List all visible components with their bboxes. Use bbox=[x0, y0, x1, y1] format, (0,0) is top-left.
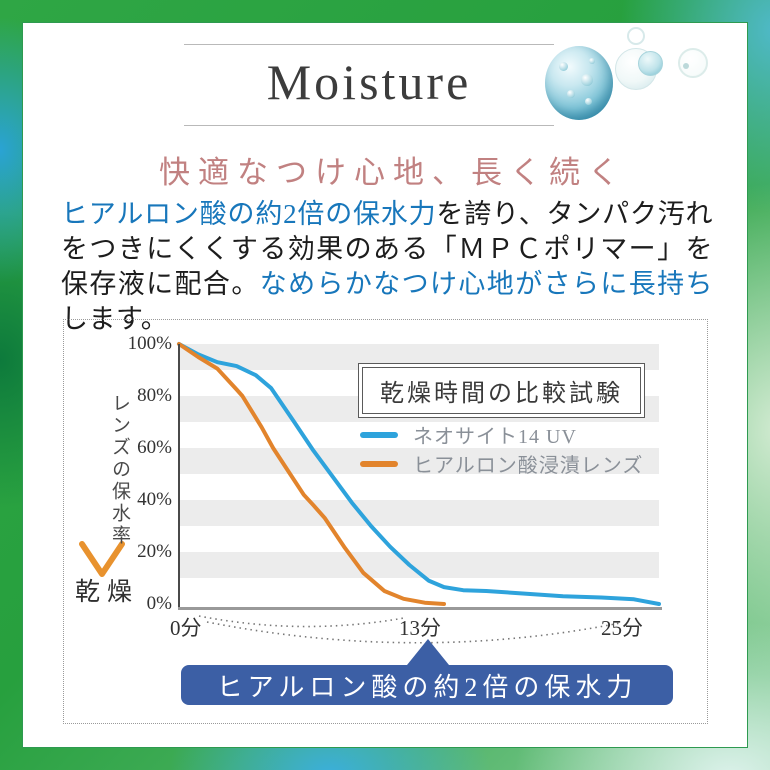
page-subtitle: 快適なつけ心地、長く続く bbox=[159, 155, 627, 190]
y-tick-80: 80% bbox=[137, 385, 172, 406]
y-tick-100: 100% bbox=[127, 333, 172, 354]
y-tick-20: 20% bbox=[137, 541, 172, 562]
water-bubble-small-icon bbox=[638, 51, 663, 76]
header-rule-bottom bbox=[184, 125, 554, 126]
chart-lines-svg bbox=[177, 342, 661, 606]
water-bubble-large-icon bbox=[545, 46, 613, 120]
chart-legend: ネオサイト14 UV ヒアルロン酸浸漬レンズ bbox=[360, 420, 643, 478]
chart-title: 乾燥時間の比較試験 bbox=[362, 367, 641, 414]
chart-title-box: 乾燥時間の比較試験 bbox=[358, 363, 645, 418]
legend-item-orange: ヒアルロン酸浸漬レンズ bbox=[360, 449, 643, 478]
paragraph-highlight: ヒアルロン酸の約2倍の保水力 bbox=[61, 199, 437, 229]
y-tick-0: 0% bbox=[146, 593, 172, 614]
bubble-speck-icon bbox=[589, 58, 595, 64]
legend-item-blue: ネオサイト14 UV bbox=[360, 420, 643, 449]
legend-label: ヒアルロン酸浸漬レンズ bbox=[413, 455, 644, 477]
bubble-speck-icon bbox=[559, 62, 568, 71]
bubble-speck-icon bbox=[585, 98, 592, 105]
paragraph-text: を誇り、タンパク汚れをつきにくくする効果のある「ＭＰＣポリマー」を保存液に配合。 bbox=[61, 199, 714, 299]
description-paragraph: ヒアルロン酸の約2倍の保水力を誇り、タンパク汚れをつきにくくする効果のある「ＭＰ… bbox=[61, 197, 713, 337]
y-tick-60: 60% bbox=[137, 437, 172, 458]
moisture-gradient-arrow-icon bbox=[79, 344, 125, 577]
water-bubble-ring-icon bbox=[678, 48, 708, 78]
x-tick-0min: 0分 bbox=[170, 616, 202, 640]
page-title: Moisture bbox=[266, 54, 472, 110]
legend-line-orange-icon bbox=[360, 460, 398, 467]
chart-panel: レンズの保水率 乾燥 100% 80% 60% 40% 20% 0% 0分 13… bbox=[63, 319, 708, 724]
bubble-speck-icon bbox=[567, 90, 575, 98]
banner-pointer-icon bbox=[407, 639, 449, 665]
content-card: Moisture 快適なつけ心地、長く続く ヒアルロン酸の約2倍の保水力を誇り、… bbox=[22, 22, 748, 748]
y-axis-title: レンズの保水率 bbox=[109, 393, 130, 547]
y-tick-40: 40% bbox=[137, 489, 172, 510]
x-tick-13min: 13分 bbox=[399, 616, 441, 640]
y-axis-line bbox=[178, 344, 180, 609]
legend-line-blue-icon bbox=[360, 431, 398, 438]
legend-label: ネオサイト14 UV bbox=[413, 426, 577, 448]
water-bubble-dot-icon bbox=[683, 63, 689, 69]
banner-label: ヒアルロン酸の約2倍の保水力 bbox=[216, 672, 638, 702]
water-bubble-ring-icon bbox=[627, 27, 645, 45]
bubble-speck-icon bbox=[581, 74, 593, 86]
paragraph-highlight: なめらかなつけ心地がさらに長持ち bbox=[259, 269, 714, 299]
header-rule-top bbox=[184, 44, 554, 45]
banner: ヒアルロン酸の約2倍の保水力 bbox=[181, 639, 673, 705]
x-tick-25min: 25分 bbox=[601, 616, 643, 640]
dry-arrow-label: 乾燥 bbox=[75, 579, 140, 606]
x-axis-line bbox=[178, 607, 662, 610]
